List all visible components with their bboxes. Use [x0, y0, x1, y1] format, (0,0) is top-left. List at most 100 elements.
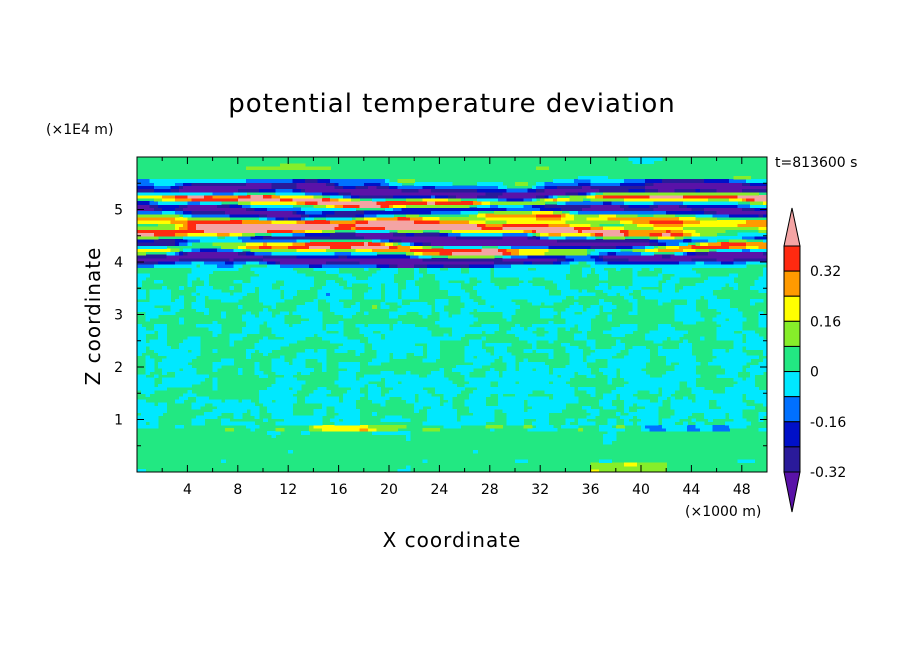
heatmap-cell — [523, 276, 529, 281]
heatmap-cell — [468, 314, 474, 319]
heatmap-cell — [708, 286, 713, 290]
heatmap-cell — [174, 305, 180, 309]
heatmap-cell — [624, 368, 629, 372]
heatmap-cell — [246, 327, 251, 331]
heatmap-cell — [603, 468, 608, 473]
heatmap-cell — [431, 267, 436, 271]
heatmap-cell — [162, 323, 167, 328]
heatmap-cell — [271, 248, 277, 253]
heatmap-cell — [279, 377, 285, 382]
heatmap-cell — [447, 386, 453, 391]
heatmap-cell — [355, 279, 361, 284]
heatmap-cell — [141, 346, 146, 350]
heatmap-cell — [158, 257, 163, 262]
heatmap-cell — [536, 301, 541, 306]
heatmap-cell — [561, 311, 566, 316]
heatmap-cell — [481, 260, 487, 265]
heatmap-cell — [456, 245, 461, 249]
heatmap-cell — [628, 374, 634, 379]
heatmap-cell — [737, 346, 743, 350]
heatmap-cell — [170, 383, 176, 388]
heatmap-cell — [716, 349, 722, 353]
heatmap-cell — [674, 270, 680, 275]
heatmap-cell — [716, 245, 722, 249]
heatmap-cell — [149, 289, 155, 294]
heatmap-cell — [141, 292, 146, 297]
heatmap-cell — [300, 276, 306, 281]
heatmap-cell — [733, 364, 739, 369]
heatmap-cell — [557, 251, 562, 256]
heatmap-cell — [426, 270, 432, 275]
heatmap-cell — [435, 267, 440, 271]
heatmap-cell — [452, 323, 457, 328]
heatmap-cell — [309, 349, 314, 353]
heatmap-cell — [746, 386, 751, 391]
heatmap-cell — [342, 292, 348, 297]
heatmap-cell — [435, 371, 440, 375]
heatmap-cell — [422, 427, 428, 432]
heatmap-cell — [443, 279, 449, 284]
heatmap-cell — [279, 386, 285, 391]
heatmap-cell — [750, 380, 755, 385]
heatmap-cell — [502, 260, 508, 265]
heatmap-cell — [607, 396, 613, 401]
heatmap-cell — [401, 393, 407, 397]
heatmap-cell — [498, 289, 503, 294]
heatmap-cell — [725, 393, 730, 397]
heatmap-cell — [145, 358, 151, 363]
heatmap-cell — [590, 245, 596, 249]
heatmap-cell — [557, 257, 562, 262]
heatmap-cell — [729, 355, 734, 360]
heatmap-cell — [229, 399, 235, 404]
heatmap-cell — [683, 427, 688, 432]
heatmap-cell — [485, 383, 491, 388]
heatmap-cell — [473, 383, 478, 388]
heatmap-cell — [615, 424, 621, 429]
heatmap-cell — [523, 289, 529, 294]
heatmap-cell — [519, 380, 524, 385]
heatmap-cell — [347, 399, 352, 404]
heatmap-cell — [145, 317, 151, 322]
heatmap-cell — [754, 298, 760, 303]
heatmap-cell — [195, 346, 201, 350]
heatmap-cell — [498, 346, 503, 350]
heatmap-cell — [275, 260, 281, 265]
heatmap-cell — [611, 361, 617, 366]
heatmap-cell — [237, 245, 243, 249]
heatmap-cell — [439, 273, 445, 278]
heatmap-cell — [481, 264, 487, 268]
heatmap-cell — [527, 283, 533, 287]
heatmap-cell — [725, 308, 730, 312]
heatmap-cell — [649, 260, 655, 265]
heatmap-cell — [544, 424, 550, 429]
heatmap-cell — [363, 333, 369, 338]
heatmap-cell — [573, 254, 579, 259]
heatmap-cell — [687, 412, 692, 416]
heatmap-cell — [687, 320, 692, 325]
heatmap-cell — [544, 314, 550, 319]
heatmap-cell — [737, 396, 743, 401]
heatmap-cell — [435, 396, 440, 401]
heatmap-cell — [552, 254, 558, 259]
heatmap-cell — [582, 270, 587, 275]
heatmap-cell — [200, 308, 205, 312]
heatmap-cell — [460, 308, 466, 312]
heatmap-cell — [485, 327, 491, 331]
heatmap-cell — [632, 254, 638, 259]
heatmap-cell — [326, 257, 331, 262]
heatmap-cell — [527, 409, 533, 413]
heatmap-cell — [733, 339, 739, 344]
heatmap-cell — [187, 260, 193, 265]
heatmap-cell — [489, 330, 495, 334]
heatmap-cell — [523, 358, 529, 363]
heatmap-cell — [179, 301, 184, 306]
heatmap-cell — [687, 314, 692, 319]
heatmap-cell — [632, 264, 638, 268]
heatmap-cell — [704, 260, 709, 265]
heatmap-cell — [313, 301, 319, 306]
heatmap-cell — [288, 267, 293, 271]
heatmap-cell — [699, 251, 705, 256]
heatmap-cell — [485, 386, 491, 391]
heatmap-cell — [666, 257, 671, 262]
heatmap-cell — [414, 305, 419, 309]
